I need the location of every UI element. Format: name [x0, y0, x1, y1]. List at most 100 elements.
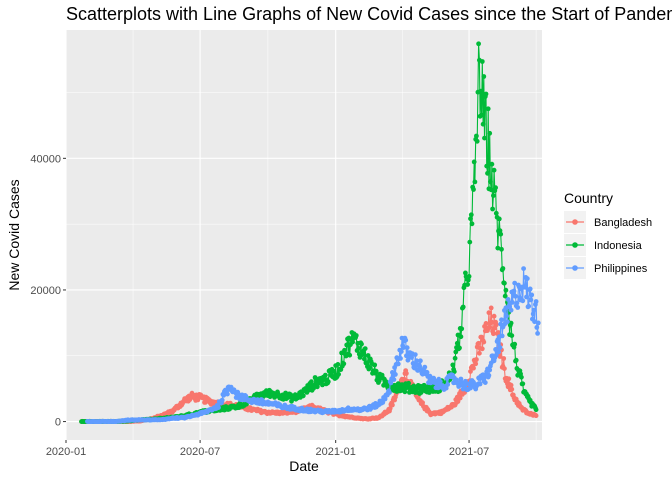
data-point [471, 159, 477, 165]
data-point [422, 364, 428, 370]
legend-label-indonesia: Indonesia [594, 240, 643, 252]
data-point [511, 288, 517, 294]
data-point [388, 380, 394, 386]
data-point [489, 161, 495, 167]
data-point [491, 313, 497, 319]
data-point [466, 274, 472, 279]
legend-title: Country [564, 190, 613, 206]
data-point [331, 369, 337, 374]
legend: Country Bangladesh Indonesia Philippines [564, 190, 652, 279]
data-point [336, 371, 341, 377]
y-tick-label: 40000 [30, 153, 61, 165]
data-point [533, 299, 539, 304]
data-point [535, 331, 540, 336]
data-point [532, 319, 537, 325]
data-point [497, 354, 503, 359]
data-point [395, 361, 401, 367]
data-point [463, 270, 468, 276]
data-point [479, 59, 485, 64]
data-point [524, 294, 529, 300]
data-point [534, 325, 540, 330]
data-point [474, 138, 480, 144]
x-tick-label: 2021-07 [449, 446, 489, 458]
data-point [495, 245, 501, 251]
data-point [472, 179, 478, 185]
data-point [356, 345, 361, 351]
data-point [406, 380, 411, 386]
data-point [513, 293, 518, 299]
data-point [478, 88, 484, 94]
data-point [467, 239, 473, 245]
data-point [216, 405, 221, 410]
data-point [460, 304, 466, 310]
data-point [501, 356, 507, 361]
x-tick-label: 2021-01 [315, 446, 355, 458]
data-point [471, 365, 476, 371]
data-point [474, 357, 479, 362]
data-point [344, 342, 350, 348]
data-point [219, 397, 225, 403]
data-point [453, 349, 459, 355]
data-point [528, 297, 534, 303]
data-point [424, 370, 430, 375]
legend-key-point [572, 219, 578, 225]
data-point [469, 221, 475, 227]
series-philippines [85, 266, 541, 424]
data-point [376, 378, 382, 384]
data-point [359, 341, 364, 347]
data-point [320, 382, 325, 388]
data-point [437, 379, 443, 384]
data-point [512, 341, 518, 347]
data-point [488, 187, 494, 193]
data-point [420, 400, 425, 406]
data-point [412, 352, 418, 357]
data-point [509, 386, 515, 392]
data-point [479, 346, 485, 352]
data-point [509, 333, 515, 338]
data-point [335, 362, 341, 367]
data-point [520, 298, 526, 304]
data-point [485, 170, 490, 176]
data-point [508, 320, 514, 326]
data-point [486, 373, 492, 378]
data-point [490, 206, 495, 212]
data-point [529, 292, 535, 298]
data-point [382, 396, 388, 402]
data-point [502, 280, 507, 286]
data-point [387, 390, 392, 395]
data-point [361, 350, 367, 356]
data-point [493, 322, 499, 328]
data-point [526, 303, 532, 309]
legend-label-bangladesh: Bangladesh [594, 217, 652, 229]
data-point [480, 121, 486, 127]
data-point [443, 385, 449, 391]
data-point [341, 361, 347, 367]
data-point [468, 212, 474, 218]
legend-key-point [572, 265, 578, 271]
data-point [496, 330, 501, 335]
data-point [457, 345, 462, 351]
x-axis-title: Date [289, 458, 319, 474]
x-axis: 2020-01 2020-07 2021-01 2021-07 [46, 440, 489, 458]
data-point [515, 305, 521, 310]
data-point [499, 246, 504, 252]
data-point [498, 231, 504, 237]
data-point [342, 347, 347, 353]
data-point [531, 307, 537, 313]
data-point [487, 325, 493, 330]
data-point [347, 352, 353, 358]
data-point [491, 193, 496, 199]
data-point [499, 333, 505, 339]
data-point [398, 356, 403, 361]
data-point [350, 339, 355, 345]
data-point [499, 317, 504, 323]
data-point [367, 365, 372, 371]
data-point [514, 300, 520, 306]
y-tick-label: 0 [55, 417, 61, 429]
data-point [471, 187, 476, 192]
data-point [508, 307, 514, 313]
data-point [533, 413, 539, 419]
data-point [497, 345, 503, 350]
data-point [414, 358, 420, 364]
data-point [398, 349, 404, 354]
